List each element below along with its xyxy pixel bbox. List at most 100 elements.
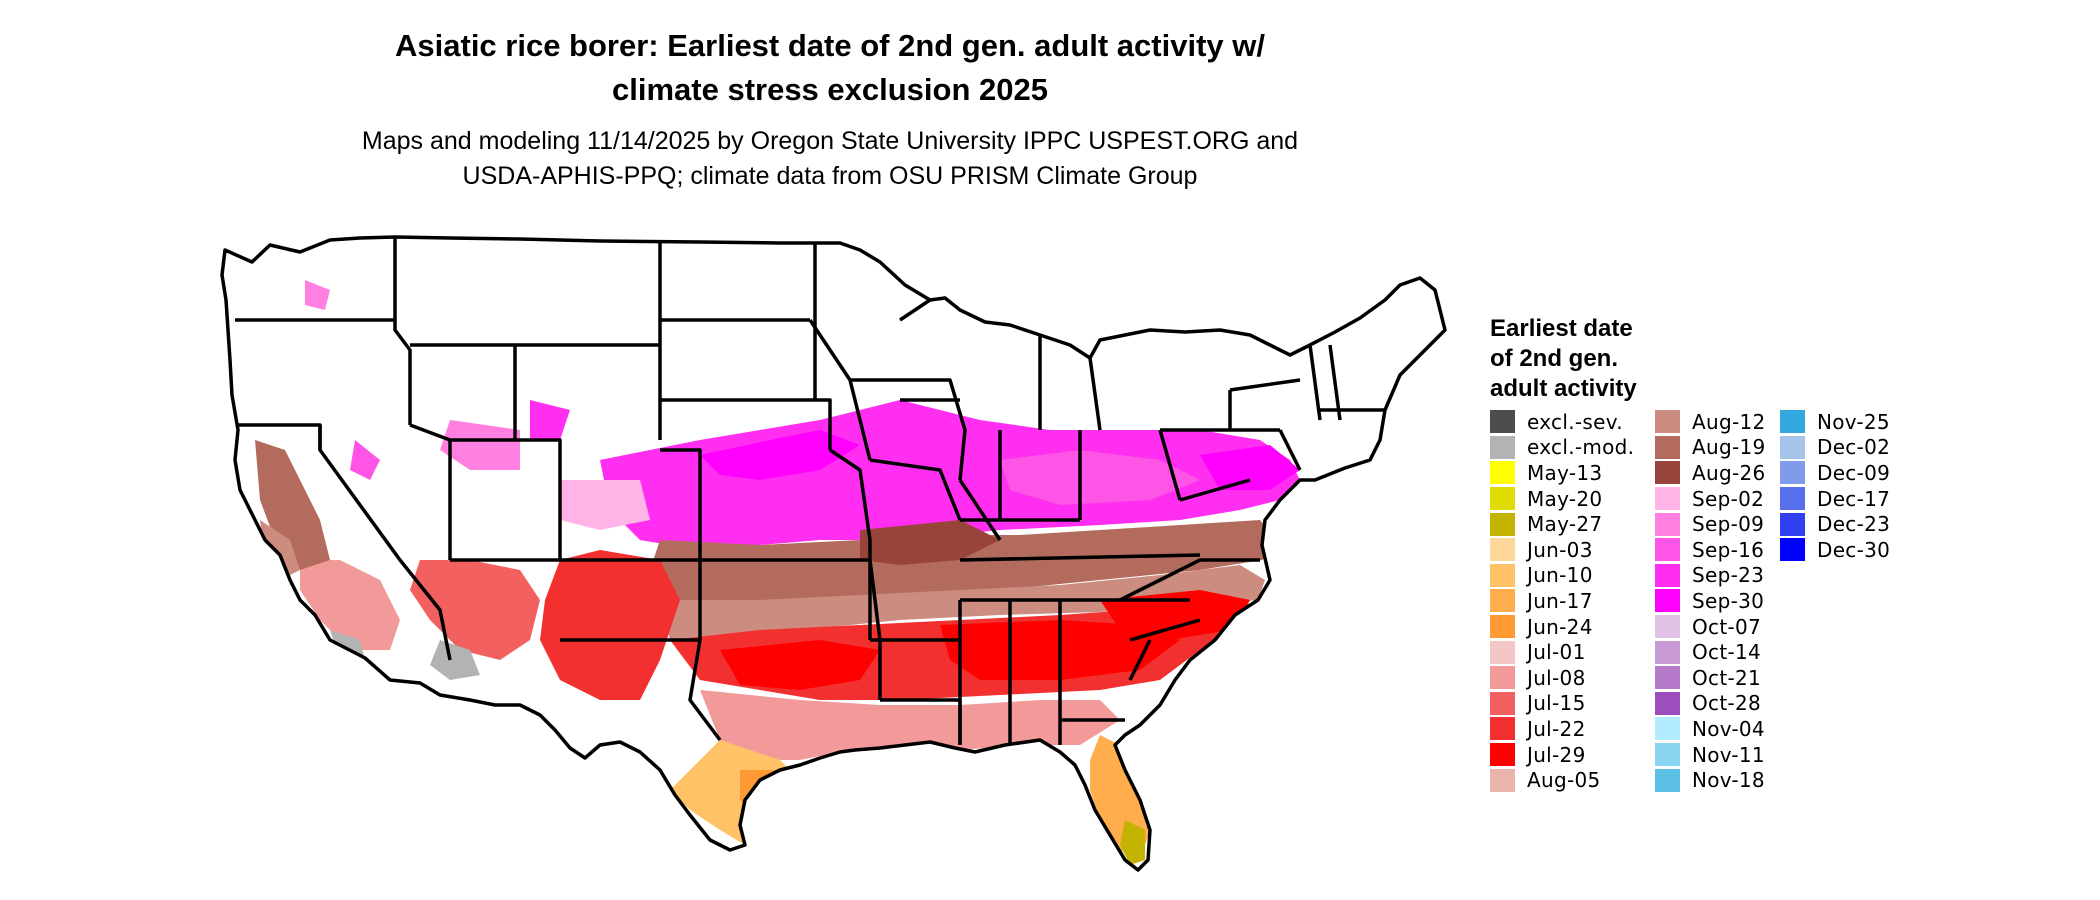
legend-swatch (1490, 666, 1515, 690)
legend-label: Jul-29 (1527, 742, 1586, 767)
us-map (220, 235, 1447, 872)
legend-swatch (1655, 589, 1680, 613)
legend-label: Sep-09 (1692, 512, 1765, 537)
legend-title-line: of 2nd gen. (1490, 345, 1618, 372)
legend-item: Sep-02 (1655, 486, 1766, 512)
legend-label: Jun-03 (1527, 537, 1593, 562)
legend-label: May-27 (1527, 512, 1603, 537)
legend-label: Dec-30 (1817, 537, 1891, 562)
legend-label: Nov-04 (1692, 716, 1765, 741)
legend-label: Jun-17 (1527, 588, 1593, 613)
legend-item: Oct-14 (1655, 639, 1766, 665)
legend-label: Dec-09 (1817, 460, 1891, 485)
legend-item: Dec-09 (1780, 460, 1890, 486)
legend-label: May-13 (1527, 460, 1603, 485)
legend-item: Jul-22 (1490, 716, 1634, 742)
map-title-line-1: Asiatic rice borer: Earliest date of 2nd… (395, 28, 1265, 63)
map-subtitle: Maps and modeling 11/14/2025 by Oregon S… (240, 124, 1420, 194)
legend-title-line: Earliest date (1490, 315, 1633, 342)
legend-label: Aug-05 (1527, 768, 1601, 793)
legend-item: Jun-17 (1490, 588, 1634, 614)
legend-item: Sep-16 (1655, 537, 1766, 563)
legend-item: Jul-08 (1490, 665, 1634, 691)
legend-swatch (1655, 717, 1680, 741)
legend-swatch (1490, 538, 1515, 562)
legend-item: Nov-11 (1655, 742, 1766, 768)
legend-item: Oct-21 (1655, 665, 1766, 691)
legend-label: Oct-21 (1692, 665, 1762, 690)
legend-label: Nov-11 (1692, 742, 1765, 767)
legend-label: Oct-14 (1692, 640, 1762, 665)
legend-label: Jun-10 (1527, 563, 1593, 588)
legend-item: Oct-28 (1655, 691, 1766, 717)
legend-column-2: Aug-12 Aug-19 Aug-26 Sep-02 Sep-09 Sep-16 Sep-… (1655, 409, 1766, 793)
legend-swatch (1490, 512, 1515, 536)
map-subtitle-line-2: USDA-APHIS-PPQ; climate data from OSU PR… (462, 162, 1198, 190)
legend-swatch (1655, 512, 1680, 536)
legend-item: Jun-24 (1490, 614, 1634, 640)
legend-item: Aug-19 (1655, 435, 1766, 461)
legend-swatch (1655, 691, 1680, 715)
legend-swatch (1655, 538, 1680, 562)
legend-label: Jul-22 (1527, 716, 1586, 741)
legend-title-line: adult activity (1490, 375, 1637, 402)
legend-label: Dec-17 (1817, 486, 1891, 511)
legend-swatch (1490, 717, 1515, 741)
legend-column-3: Nov-25 Dec-02 Dec-09 Dec-17 Dec-23 Dec-30 (1780, 409, 1890, 563)
legend-item: Jun-03 (1490, 537, 1634, 563)
legend-label: Aug-12 (1692, 409, 1766, 434)
legend-item: Nov-04 (1655, 716, 1766, 742)
legend-swatch (1490, 615, 1515, 639)
legend-swatch (1655, 410, 1680, 434)
legend-swatch (1780, 512, 1805, 536)
legend-swatch (1655, 461, 1680, 485)
legend-label: Jul-01 (1527, 640, 1586, 665)
legend-swatch (1490, 461, 1515, 485)
map-subtitle-line-1: Maps and modeling 11/14/2025 by Oregon S… (361, 127, 1299, 155)
legend-swatch (1490, 640, 1515, 664)
legend-swatch (1655, 743, 1680, 767)
legend-item: Sep-23 (1655, 563, 1766, 589)
legend-item: Jul-01 (1490, 639, 1634, 665)
legend-label: Jul-15 (1527, 691, 1586, 716)
legend-swatch (1490, 768, 1515, 792)
map-title-line-2: climate stress exclusion 2025 (612, 72, 1048, 107)
legend-label: Jun-24 (1527, 614, 1593, 639)
legend-swatch (1490, 563, 1515, 587)
legend-label: Dec-23 (1817, 512, 1891, 537)
legend-swatch (1780, 487, 1805, 511)
legend-item: May-27 (1490, 511, 1634, 537)
legend-swatch (1655, 435, 1680, 459)
legend-item: Dec-02 (1780, 435, 1890, 461)
legend-swatch (1655, 666, 1680, 690)
legend-item: May-20 (1490, 486, 1634, 512)
legend-item: excl.-mod. (1490, 435, 1634, 461)
legend-label: Aug-19 (1692, 435, 1766, 460)
legend-item: Jul-29 (1490, 742, 1634, 768)
legend-item: Nov-18 (1655, 767, 1766, 793)
legend-label: Sep-30 (1692, 588, 1765, 613)
legend-column-1: excl.-sev. excl.-mod. May-13 May-20 May-27 Ju… (1490, 409, 1634, 793)
legend-swatch (1655, 768, 1680, 792)
legend-item: Sep-09 (1655, 511, 1766, 537)
legend-item: Nov-25 (1780, 409, 1890, 435)
legend-label: Sep-16 (1692, 537, 1765, 562)
legend-label: Dec-02 (1817, 435, 1891, 460)
legend-item: Dec-23 (1780, 511, 1890, 537)
legend-swatch (1655, 615, 1680, 639)
state-borders (220, 235, 1447, 872)
legend-label: Aug-26 (1692, 460, 1766, 485)
legend-label: Oct-28 (1692, 691, 1762, 716)
legend-item: excl.-sev. (1490, 409, 1634, 435)
legend-label: Nov-18 (1692, 768, 1765, 793)
legend-label: Nov-25 (1817, 409, 1890, 434)
legend-title: Earliest date of 2nd gen. adult activity (1490, 314, 1637, 404)
legend-item: Aug-26 (1655, 460, 1766, 486)
legend-item: Aug-12 (1655, 409, 1766, 435)
legend-swatch (1655, 640, 1680, 664)
legend-swatch (1780, 410, 1805, 434)
legend-swatch (1490, 410, 1515, 434)
legend-item: Oct-07 (1655, 614, 1766, 640)
legend-item: Dec-30 (1780, 537, 1890, 563)
legend-label: Oct-07 (1692, 614, 1762, 639)
